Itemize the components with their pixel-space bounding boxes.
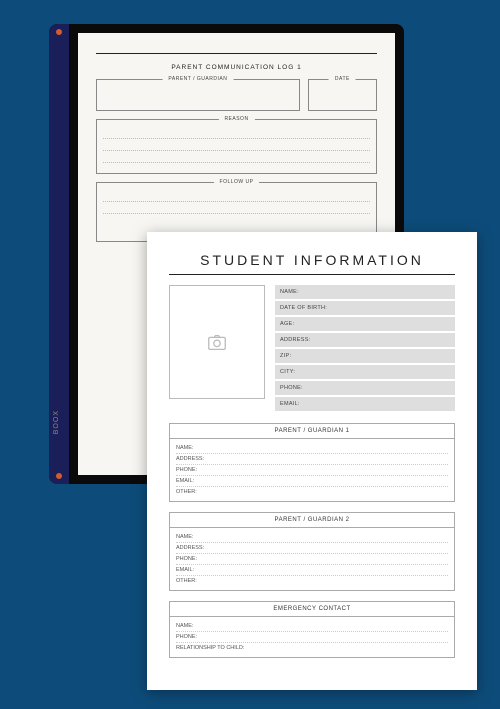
emergency-rel: RELATIONSHIP TO CHILD: [176, 643, 448, 653]
writing-line [103, 162, 370, 163]
doc-title: STUDENT INFORMATION [169, 252, 455, 268]
reason-box: REASON [96, 119, 377, 174]
student-fields: NAME: DATE OF BIRTH: AGE: ADDRESS: ZIP: … [275, 285, 455, 411]
date-box: DATE [308, 79, 377, 111]
writing-line [103, 201, 370, 202]
pg2-other: OTHER: [176, 576, 448, 586]
spine-dot-bottom [56, 473, 62, 479]
field-phone: PHONE: [275, 381, 455, 395]
camera-icon [206, 331, 228, 353]
writing-line [103, 213, 370, 214]
photo-placeholder [169, 285, 265, 399]
field-city: CITY: [275, 365, 455, 379]
device-brand: BOOX [53, 410, 60, 434]
field-dob: DATE OF BIRTH: [275, 301, 455, 315]
pg1-address: ADDRESS: [176, 454, 448, 465]
emergency-phone: PHONE: [176, 632, 448, 643]
pg1-phone: PHONE: [176, 465, 448, 476]
field-zip: ZIP: [275, 349, 455, 363]
writing-line [103, 138, 370, 139]
emergency-contact-section: EMERGENCY CONTACT NAME: PHONE: RELATIONS… [169, 601, 455, 658]
field-name: NAME: [275, 285, 455, 299]
writing-line [103, 150, 370, 151]
field-age: AGE: [275, 317, 455, 331]
parent-guardian-box: PARENT / GUARDIAN [96, 79, 300, 111]
pg2-title: PARENT / GUARDIAN 2 [170, 513, 454, 527]
parent-guardian-2-section: PARENT / GUARDIAN 2 NAME: ADDRESS: PHONE… [169, 512, 455, 591]
top-section: NAME: DATE OF BIRTH: AGE: ADDRESS: ZIP: … [169, 285, 455, 411]
top-rule [96, 53, 377, 54]
doc-rule [169, 274, 455, 275]
pg2-name: NAME: [176, 532, 448, 543]
device-spine: BOOX [49, 24, 69, 484]
spine-dot-top [56, 29, 62, 35]
parent-guardian-label: PARENT / GUARDIAN [162, 76, 233, 82]
pg2-phone: PHONE: [176, 554, 448, 565]
page1-title: PARENT COMMUNICATION LOG 1 [96, 64, 377, 71]
student-info-document: STUDENT INFORMATION NAME: DATE OF BIRTH:… [147, 232, 477, 690]
pg1-other: OTHER: [176, 487, 448, 497]
field-email: EMAIL: [275, 397, 455, 411]
emergency-title: EMERGENCY CONTACT [170, 602, 454, 616]
reason-label: REASON [218, 116, 254, 122]
parent-guardian-1-section: PARENT / GUARDIAN 1 NAME: ADDRESS: PHONE… [169, 423, 455, 502]
pg1-email: EMAIL: [176, 476, 448, 487]
pg2-address: ADDRESS: [176, 543, 448, 554]
date-label: DATE [329, 76, 356, 82]
pg1-title: PARENT / GUARDIAN 1 [170, 424, 454, 438]
followup-label: FOLLOW UP [214, 179, 260, 185]
field-address: ADDRESS: [275, 333, 455, 347]
pg1-name: NAME: [176, 443, 448, 454]
emergency-name: NAME: [176, 621, 448, 632]
pg2-email: EMAIL: [176, 565, 448, 576]
